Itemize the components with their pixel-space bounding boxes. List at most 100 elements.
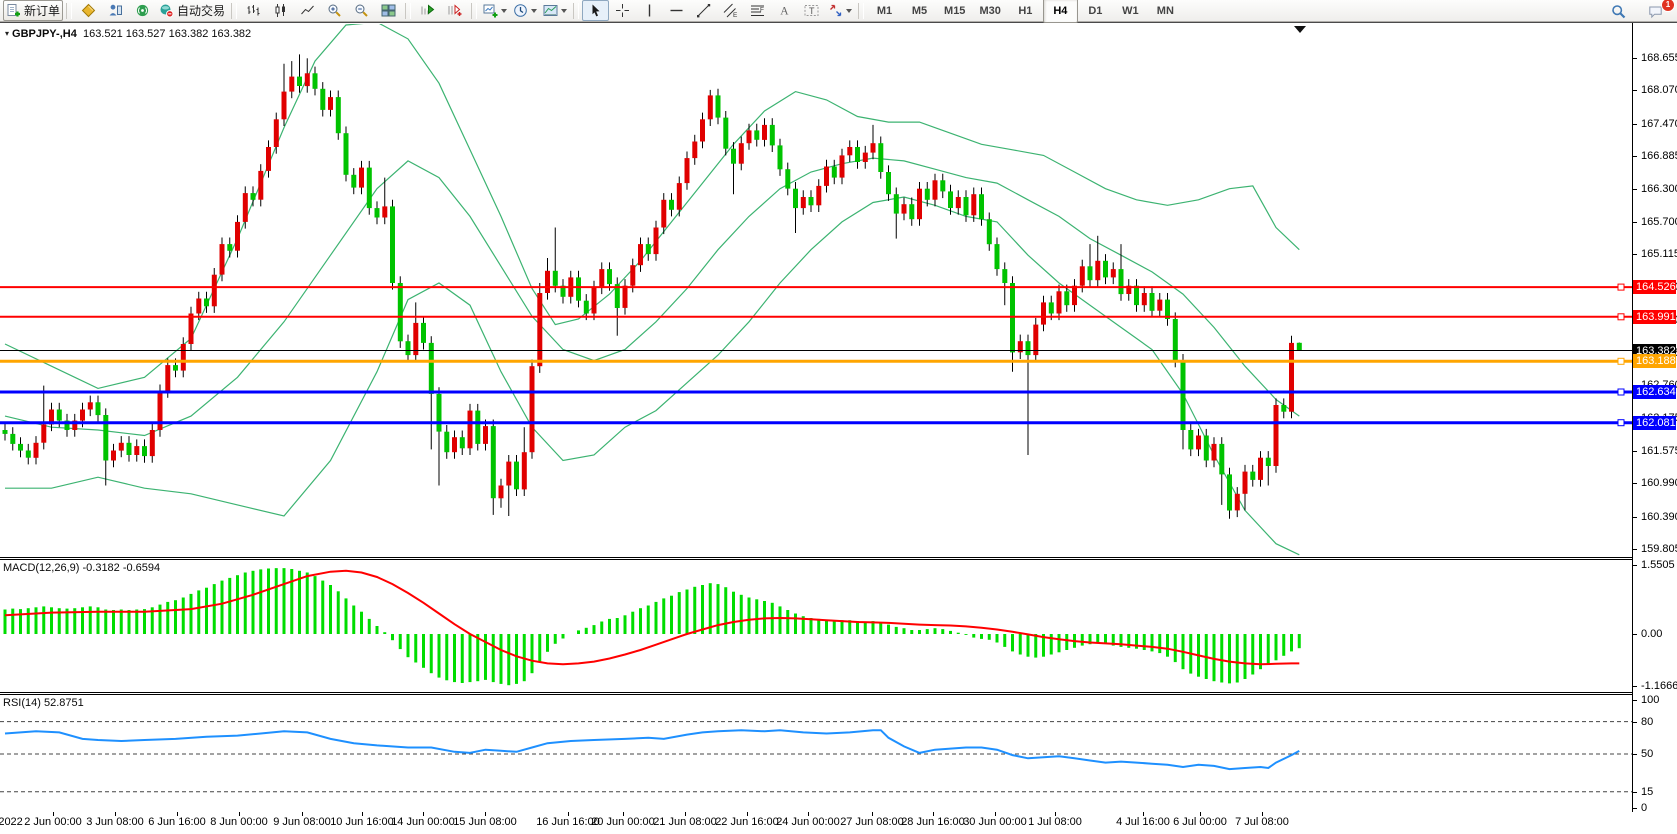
time-tick	[1200, 812, 1201, 816]
time-tick-label: 1 Jul 08:00	[1028, 816, 1082, 828]
time-tick-label: 2 Jun 00:00	[24, 816, 82, 828]
line-handle[interactable]	[1617, 388, 1625, 396]
channel-icon: E	[723, 3, 738, 18]
arrows-icon	[828, 3, 843, 18]
autotrading-button[interactable]: 自动交易	[156, 0, 228, 21]
navigator-button[interactable]	[129, 0, 156, 21]
line-handle[interactable]	[1617, 419, 1625, 427]
text-label-button[interactable]: T	[798, 0, 825, 21]
panel-divider[interactable]	[0, 559, 1633, 560]
tf-h4-button[interactable]: H4	[1042, 0, 1078, 23]
bollinger-middle-band	[4, 157, 1300, 437]
line-handle[interactable]	[1617, 283, 1625, 291]
new-order-button[interactable]: 新订单	[3, 0, 64, 21]
templates-button[interactable]	[540, 0, 570, 21]
crosshair-button[interactable]	[609, 0, 636, 21]
tf-m15-button[interactable]: M15	[944, 4, 966, 17]
time-tick-label: 28 Jun 16:00	[901, 816, 965, 828]
time-tick-label: 20 Jun 00:00	[591, 816, 655, 828]
time-tick	[685, 812, 686, 816]
line-chart-button[interactable]	[294, 0, 321, 21]
chart-shift-button[interactable]	[441, 0, 468, 21]
toolbar-separator	[405, 2, 412, 19]
price-tick-label: 165.115	[1641, 248, 1677, 261]
notifications-button[interactable]: 1	[1642, 0, 1675, 22]
line-price-label: 163.991	[1633, 309, 1676, 324]
tile-windows-button[interactable]	[375, 0, 402, 21]
button-label: 新订单	[24, 4, 61, 18]
horizontal-line-objects[interactable]	[0, 283, 1633, 427]
fibonacci-button[interactable]: F	[744, 0, 771, 21]
axis-tick	[1633, 188, 1637, 190]
text-button[interactable]: A	[771, 0, 798, 21]
cursor-button[interactable]	[582, 0, 610, 21]
axis-tick	[1633, 685, 1637, 687]
zoom-in-button[interactable]	[321, 0, 348, 21]
price-tick-label: 160.990	[1641, 477, 1677, 490]
zoom-out-icon	[354, 3, 369, 18]
tf-d1-button[interactable]: D1	[1088, 4, 1103, 17]
tf-w1-button[interactable]: W1	[1122, 4, 1139, 17]
toolbar: 新订单 自动交易 E F A T M1 M5 M15 M30 H1 H4 D1 W1 MN	[0, 0, 1677, 23]
time-tick-label: 14 Jun 00:00	[391, 816, 455, 828]
tf-m5-button[interactable]: M5	[911, 4, 928, 17]
tf-h1-button[interactable]: H1	[1018, 4, 1033, 17]
label-t-icon: T	[804, 3, 819, 18]
zoom-out-button[interactable]	[348, 0, 375, 21]
new-chart-button[interactable]	[480, 0, 510, 21]
rsi-panel[interactable]	[0, 695, 1633, 812]
equidistant-channel-button[interactable]: E	[717, 0, 744, 21]
trendline-button[interactable]	[690, 0, 717, 21]
periods-button[interactable]	[510, 0, 540, 21]
line-handle[interactable]	[1617, 313, 1625, 321]
panel-divider[interactable]	[0, 692, 1633, 693]
trend-line-icon	[696, 3, 711, 18]
time-tick	[1262, 812, 1263, 816]
time-tick-label: 6 Jul 00:00	[1173, 816, 1227, 828]
candlestick-chart-button[interactable]	[267, 0, 294, 21]
macd-panel[interactable]	[0, 560, 1633, 692]
time-tick-label: 31 May 2022	[0, 816, 23, 828]
bar-chart-button[interactable]	[240, 0, 267, 21]
panel-divider[interactable]	[0, 694, 1633, 695]
arrows-button[interactable]	[825, 0, 855, 21]
axis-tick	[1633, 549, 1637, 550]
zoom-in-icon	[327, 3, 342, 18]
horizontal-line-button[interactable]	[663, 0, 690, 21]
autotrading-icon	[159, 3, 174, 18]
vertical-line-button[interactable]	[636, 0, 663, 21]
search-button[interactable]	[1605, 1, 1632, 22]
chart-shift-marker-icon[interactable]	[1294, 26, 1306, 33]
line-price-label: 164.526	[1633, 280, 1676, 295]
line-handle[interactable]	[1617, 357, 1625, 365]
axis-tick	[1633, 564, 1637, 566]
data-window-button[interactable]	[102, 0, 129, 21]
toolbar-separator	[858, 2, 865, 19]
tf-mn-button[interactable]: MN	[1156, 4, 1174, 17]
main-chart-area[interactable]	[0, 24, 1633, 557]
auto-scroll-button[interactable]	[414, 0, 441, 21]
price-tick-label: 159.805	[1641, 543, 1677, 555]
tf-m30-button[interactable]: M30	[979, 4, 1001, 17]
macd-tick-label: 0.00	[1641, 628, 1663, 640]
notification-badge: 1	[1661, 0, 1675, 12]
candles-icon	[273, 3, 288, 18]
cursor-icon	[588, 3, 603, 18]
chevron-down-icon	[501, 8, 508, 13]
time-tick	[1055, 812, 1056, 816]
rsi-tick-label: 100	[1641, 694, 1660, 706]
axis-tick	[1633, 58, 1637, 59]
rsi-tick-label: 0	[1641, 802, 1648, 814]
toolbar-group: 自动交易	[75, 0, 228, 22]
time-tick-label: 15 Jun 08:00	[453, 816, 517, 828]
svg-text:E: E	[733, 12, 738, 18]
bars-icon	[246, 3, 261, 18]
panel-divider[interactable]	[0, 557, 1633, 558]
market-watch-button[interactable]	[75, 0, 102, 21]
candles	[2, 54, 1302, 519]
tf-m1-button[interactable]: M1	[876, 4, 893, 17]
new-chart-icon	[483, 3, 498, 18]
time-tick-label: 10 Jun 16:00	[330, 816, 394, 828]
